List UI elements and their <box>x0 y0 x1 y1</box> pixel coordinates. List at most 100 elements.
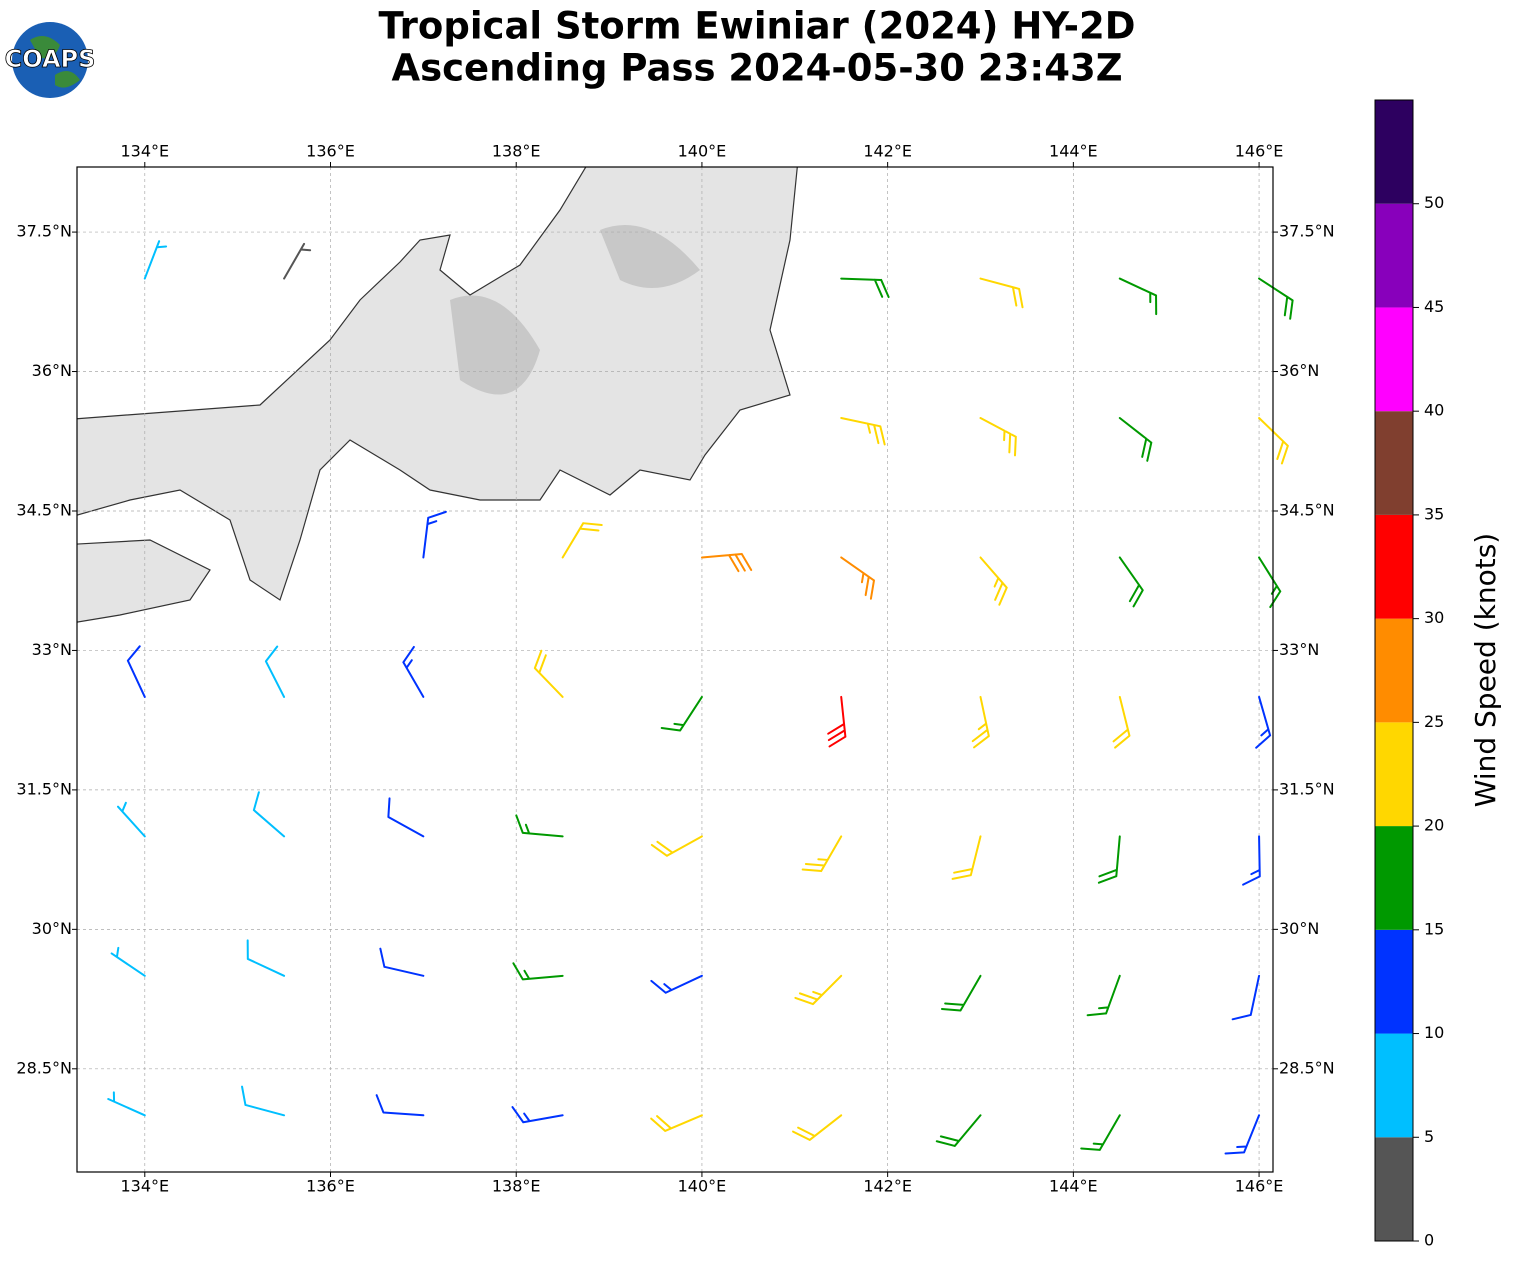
colorbar-tick-label: 25 <box>1424 712 1444 731</box>
wind-barb <box>515 814 564 838</box>
wind-barb <box>1097 835 1121 884</box>
wind-barb <box>117 801 146 838</box>
colorbar-segment <box>1375 826 1413 930</box>
wind-barb <box>650 974 703 994</box>
colorbar-segment <box>1375 722 1413 827</box>
wind-barb <box>1086 974 1121 1017</box>
wind-barb <box>511 1106 564 1124</box>
colorbar-segment <box>1375 929 1413 1034</box>
wind-barb <box>283 242 312 280</box>
wind-barb <box>979 277 1024 309</box>
land <box>77 167 798 623</box>
wind-barb <box>561 522 603 559</box>
wind-barb <box>1118 417 1153 462</box>
y-tick-label: 36°N <box>32 361 72 380</box>
wind-barb <box>840 417 886 446</box>
x-tick-label: 146°E <box>1235 142 1284 161</box>
wind-barb <box>1255 695 1272 749</box>
colorbar-tick-label: 35 <box>1424 504 1444 523</box>
colorbar-tick-label: 5 <box>1424 1127 1434 1146</box>
colorbar-tick-label: 50 <box>1424 193 1444 212</box>
colorbar-segment <box>1375 618 1413 723</box>
wind-barb <box>827 695 847 748</box>
colorbar: 0 5 10 15 20 25 30 35 40 45 50 <box>1374 99 1444 1250</box>
wind-barb <box>143 240 168 280</box>
colorbar-segment <box>1375 411 1413 515</box>
wind-barb <box>1112 695 1131 749</box>
colorbar-frame <box>1374 99 1414 1242</box>
wind-barb <box>940 974 982 1012</box>
wind-barb <box>794 974 843 1006</box>
wind-barb <box>246 939 286 977</box>
colorbar-tick-label: 20 <box>1424 816 1444 835</box>
x-tick-label: 142°E <box>863 142 912 161</box>
colorbar-segment <box>1375 1137 1413 1241</box>
map-frame <box>76 166 1274 1173</box>
wind-barb <box>660 695 703 732</box>
wind-barb <box>422 510 447 559</box>
x-tick-label: 138°E <box>492 1177 541 1196</box>
colorbar-tick-label: 10 <box>1424 1023 1444 1042</box>
colorbar-tick-label: 40 <box>1424 401 1444 420</box>
shikoku <box>77 539 211 623</box>
x-tick-label: 140°E <box>678 1177 727 1196</box>
wind-barb <box>951 835 982 880</box>
wind-barb <box>979 417 1017 457</box>
wind-barb <box>126 645 146 698</box>
wind-barb <box>402 645 425 698</box>
y-tick-label: 30°N <box>1279 919 1319 938</box>
y-tick-label: 37.5°N <box>1279 222 1335 241</box>
title: Tropical Storm Ewiniar (2024) HY-2D <box>379 5 1136 48</box>
wind-barb <box>650 835 703 857</box>
wind-barb <box>840 556 875 600</box>
wind-barb <box>1224 1114 1261 1155</box>
y-tick-label: 33°N <box>32 640 72 659</box>
colorbar-tick-label: 15 <box>1424 919 1444 938</box>
wind-barb <box>375 1094 425 1117</box>
colorbar-tick-label: 45 <box>1424 297 1444 316</box>
logo-land <box>30 36 80 88</box>
wind-barb <box>971 695 990 749</box>
wind-barb <box>1080 1114 1121 1151</box>
y-tick-label: 37.5°N <box>16 222 72 241</box>
wind-barb <box>1118 556 1144 608</box>
y-tick-label: 34.5°N <box>16 500 72 519</box>
wind-barb <box>1231 974 1261 1021</box>
wind-barb <box>801 835 843 873</box>
colorbar-segment <box>1375 514 1413 619</box>
x-tick-label: 144°E <box>1049 142 1098 161</box>
grid <box>77 167 1273 1172</box>
wind-barb <box>533 649 564 698</box>
colorbar-segment <box>1375 203 1413 308</box>
colorbar-segment <box>1375 307 1413 412</box>
wind-barb <box>512 962 564 981</box>
wind-barb <box>1258 556 1282 609</box>
wind-barb <box>700 552 753 573</box>
x-tick-label: 140°E <box>678 142 727 161</box>
colorbar-segment <box>1375 100 1413 204</box>
colorbar-label: Wind Speed (knots) <box>1469 533 1502 807</box>
wind-barb <box>379 947 425 977</box>
y-tick-label: 28.5°N <box>16 1058 72 1077</box>
x-tick-label: 134°E <box>120 1177 169 1196</box>
colorbar-segment <box>1375 1033 1413 1138</box>
y-tick-label: 33°N <box>1279 640 1319 659</box>
y-tick-label: 30°N <box>32 919 72 938</box>
wind-barb <box>252 791 286 838</box>
wind-barb <box>979 556 1008 606</box>
y-tick-label: 34.5°N <box>1279 500 1335 519</box>
x-tick-label: 138°E <box>492 142 541 161</box>
colorbar-tick-label: 30 <box>1424 608 1444 627</box>
wind-barb <box>840 277 890 299</box>
wind-barb <box>264 645 286 698</box>
wind-barb <box>1118 277 1158 316</box>
x-tick-label: 142°E <box>863 1177 912 1196</box>
x-tick-label: 146°E <box>1235 1177 1284 1196</box>
logo: COAPS <box>4 22 96 98</box>
x-tick-label: 136°E <box>306 1177 355 1196</box>
y-tick-label: 28.5°N <box>1279 1058 1335 1077</box>
colorbar-tick-label: 0 <box>1424 1231 1434 1250</box>
terrain <box>450 225 700 395</box>
title: Ascending Pass 2024-05-30 23:43Z <box>391 47 1122 90</box>
